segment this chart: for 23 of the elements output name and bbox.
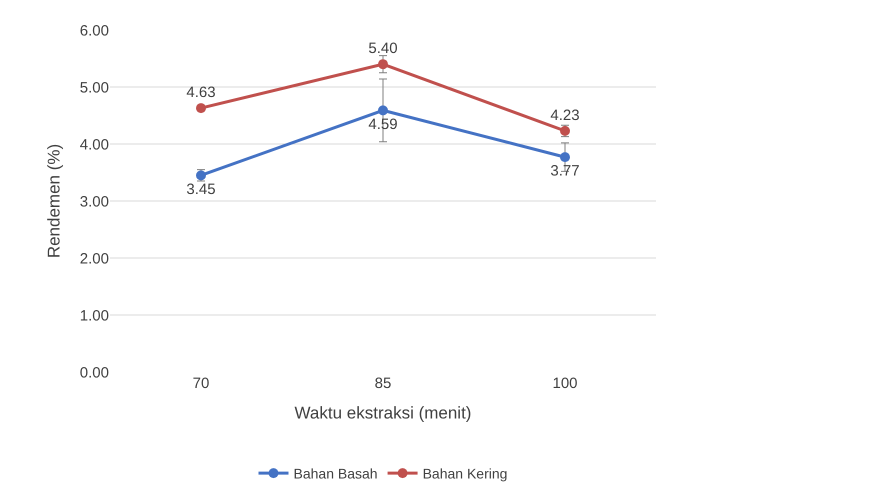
x-axis-title: Waktu ekstraksi (menit) xyxy=(294,403,472,422)
y-tick-label: 4.00 xyxy=(80,136,109,154)
y-tick-label: 5.00 xyxy=(80,79,109,96)
data-label: 4.23 xyxy=(550,106,580,124)
data-label: 5.40 xyxy=(368,40,398,58)
y-tick-label: 0.00 xyxy=(80,364,109,382)
x-tick-label: 70 xyxy=(192,375,210,392)
legend-label: Bahan Kering xyxy=(422,466,508,482)
point xyxy=(378,105,388,116)
x-tick-label: 85 xyxy=(374,375,392,392)
data-label: 3.45 xyxy=(186,180,216,198)
data-label: 3.77 xyxy=(550,162,580,180)
y-tick-label: 2.00 xyxy=(80,250,109,268)
y-axis-title: Rendemen (%) xyxy=(44,144,64,258)
data-label: 4.63 xyxy=(186,84,216,102)
legend-label: Bahan Basah xyxy=(294,466,378,482)
point xyxy=(378,59,388,70)
y-tick-label: 1.00 xyxy=(80,307,109,324)
x-tick-label: 100 xyxy=(552,375,578,392)
y-tick-label: 3.00 xyxy=(80,193,109,210)
point xyxy=(560,152,570,162)
point xyxy=(196,103,206,114)
y-tick-label: 6.00 xyxy=(80,22,109,40)
